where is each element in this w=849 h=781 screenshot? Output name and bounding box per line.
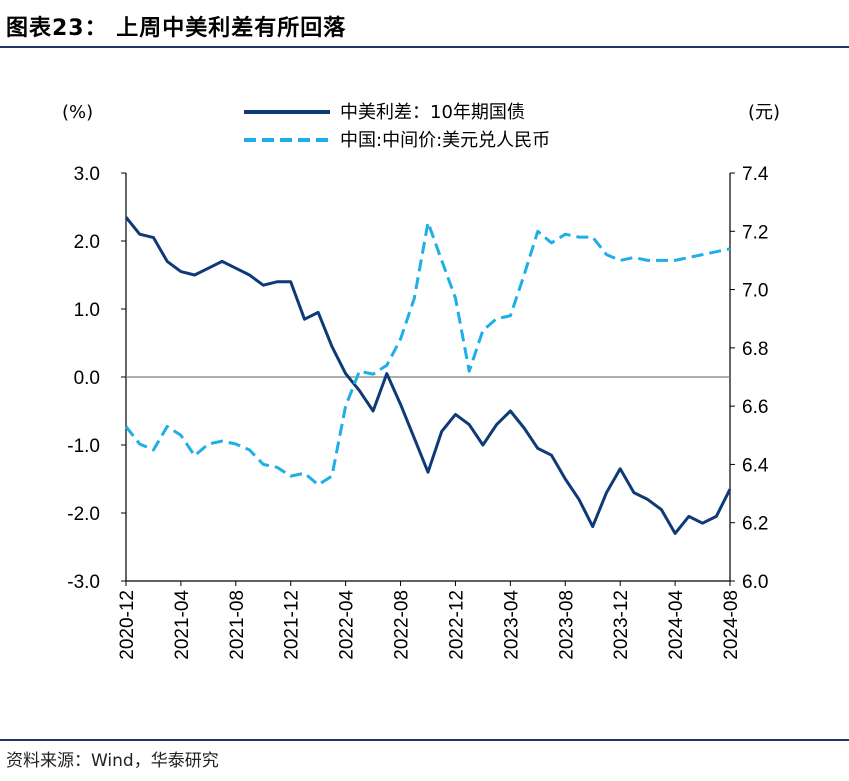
right-tick-label: 6.8 <box>742 339 768 360</box>
x-tick-label: 2021-04 <box>172 590 193 660</box>
x-tick-label: 2023-04 <box>501 590 522 660</box>
x-tick-label: 2022-08 <box>392 590 413 660</box>
right-tick-label: 6.4 <box>742 455 769 476</box>
spread-line <box>124 216 732 535</box>
title-divider <box>0 46 849 48</box>
chart-plot <box>124 216 732 535</box>
source-note: 资料来源：Wind，华泰研究 <box>6 751 219 771</box>
left-tick-label: 2.0 <box>74 232 100 253</box>
right-tick-label: 7.2 <box>742 222 768 243</box>
x-tick-label: 2023-08 <box>556 590 577 660</box>
legend-label: 中美利差：10年期国债 <box>340 102 525 123</box>
left-tick-label: 0.0 <box>74 368 100 389</box>
legend-label: 中国:中间价:美元兑人民币 <box>340 130 550 151</box>
chart-area: 3.0 2.0 1.0 0.0 -1.0 -2.0 -3.0 7.4 7.2 7.0 6.8 6.6 6… <box>62 102 780 660</box>
left-tick-label: -2.0 <box>67 504 100 525</box>
left-tick-label: -1.0 <box>67 436 100 457</box>
left-tick-label: 1.0 <box>74 300 100 321</box>
x-tick-label: 2022-12 <box>446 590 467 660</box>
x-tick-label: 2020-12 <box>117 590 138 660</box>
right-tick-label: 7.0 <box>742 281 768 302</box>
x-tick-label: 2024-04 <box>666 590 687 660</box>
chart-axes: 3.0 2.0 1.0 0.0 -1.0 -2.0 -3.0 7.4 7.2 7.0 6.8 6.6 6… <box>62 102 780 660</box>
right-tick-label: 6.0 <box>742 572 768 593</box>
left-unit-label: (%) <box>62 102 93 123</box>
x-tick-label: 2024-08 <box>721 590 742 660</box>
x-tick-label: 2023-12 <box>611 590 632 660</box>
x-tick-label: 2021-08 <box>227 590 248 660</box>
right-tick-label: 6.2 <box>742 514 768 535</box>
chart-title: 图表23： 上周中美利差有所回落 <box>6 16 347 41</box>
right-tick-label: 6.6 <box>742 397 768 418</box>
x-tick-label: 2022-04 <box>337 590 358 660</box>
cny-rate-line <box>124 221 731 487</box>
right-unit-label: (元) <box>748 102 780 123</box>
left-tick-label: -3.0 <box>67 572 100 593</box>
left-tick-label: 3.0 <box>74 164 100 185</box>
source-divider <box>0 739 849 741</box>
x-tick-label: 2021-12 <box>282 590 303 660</box>
right-tick-label: 7.4 <box>742 164 769 185</box>
